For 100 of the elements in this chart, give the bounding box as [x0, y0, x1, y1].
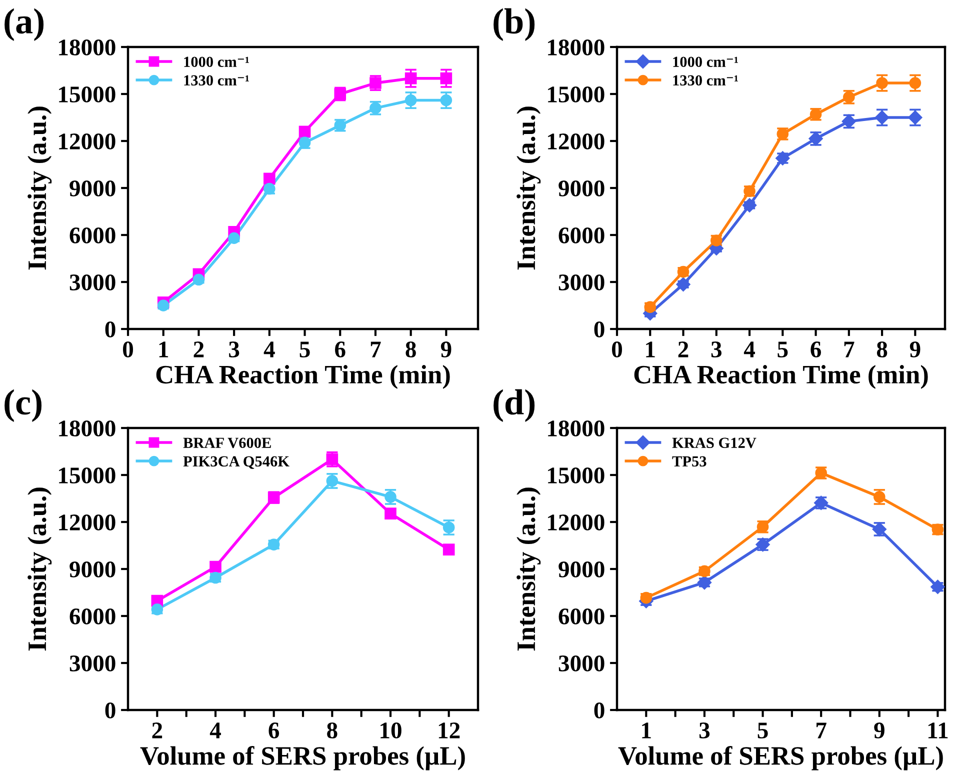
x-tick-label: 3: [229, 342, 240, 358]
point: [384, 508, 396, 520]
x-tick-label: 4: [264, 342, 275, 358]
point: [742, 198, 756, 212]
y-tick-label: 9000: [70, 561, 116, 578]
point: [909, 77, 922, 89]
x-tick-label: 4: [744, 342, 755, 358]
y-tick-label: 0: [594, 702, 604, 718]
y-tick-label: 18000: [59, 420, 116, 436]
x-tick-label: 5: [758, 722, 768, 738]
chart-title: (c): [4, 389, 42, 422]
y-tick-label: 18000: [59, 39, 116, 56]
x-tick-label: 8: [327, 722, 338, 738]
point: [151, 604, 164, 616]
point: [442, 544, 455, 556]
point: [192, 274, 205, 286]
point: [930, 580, 945, 594]
y-tick-label: 12000: [548, 133, 604, 150]
x-tick-label: 9: [910, 342, 920, 358]
y-axis-title: Intensity (a.u.): [516, 106, 541, 270]
x-axis-title: Volume of SERS probes (µL): [618, 746, 943, 770]
y-tick-label: 9000: [558, 561, 604, 578]
x-tick-label: 0: [122, 341, 134, 358]
y-tick-label: 3000: [558, 655, 604, 672]
point: [676, 277, 690, 292]
point: [157, 300, 170, 312]
x-tick-label: 11: [928, 722, 948, 738]
y-tick-label: 15000: [548, 86, 604, 102]
x-tick-label: 8: [406, 341, 416, 358]
y-tick-label: 6000: [70, 608, 116, 624]
y-tick-label: 15000: [59, 467, 116, 484]
y-tick-label: 6000: [558, 608, 604, 624]
legend-label: 1330 cm⁻¹: [673, 75, 738, 86]
point: [384, 491, 396, 503]
legend-label: BRAF V600E: [183, 438, 271, 448]
point: [404, 94, 417, 106]
legend-label: 1000 cm⁻¹: [184, 56, 249, 68]
point: [440, 94, 452, 106]
y-tick-label: 0: [594, 321, 604, 338]
point: [873, 491, 886, 503]
x-tick-label: 2: [678, 342, 688, 358]
y-tick-label: 12000: [59, 133, 116, 150]
y-axis-title: Intensity (a.u.): [516, 488, 541, 651]
y-tick-label: 3000: [558, 274, 604, 290]
x-tick-label: 1: [159, 342, 168, 358]
x-tick-label: 6: [268, 722, 280, 738]
x-tick-label: 5: [300, 342, 310, 358]
y-axis-title: Intensity (a.u.): [28, 488, 52, 651]
chart-title: (b): [494, 8, 535, 41]
x-tick-label: 6: [335, 342, 346, 358]
point: [210, 560, 222, 573]
point: [404, 72, 417, 84]
x-tick-label: 4: [210, 722, 221, 738]
x-tick-label: 12: [438, 722, 460, 738]
point: [876, 77, 888, 89]
x-axis-title: CHA Reaction Time (min): [156, 364, 450, 389]
y-tick-label: 6000: [70, 227, 116, 244]
chart-title: (a): [4, 8, 44, 41]
legend-label: TP53: [672, 456, 706, 467]
y-tick-label: 3000: [70, 655, 116, 672]
x-tick-label: 3: [699, 722, 710, 738]
x-tick-label: 6: [810, 342, 821, 358]
point: [264, 172, 276, 185]
x-tick-label: 2: [152, 722, 162, 738]
point: [440, 72, 452, 84]
y-tick-label: 9000: [70, 180, 116, 196]
y-tick-label: 12000: [59, 514, 116, 530]
legend-label: 1000 cm⁻¹: [673, 56, 738, 68]
x-tick-label: 2: [194, 342, 204, 358]
x-tick-label: 3: [711, 342, 722, 358]
point: [298, 126, 311, 138]
y-tick-label: 15000: [59, 86, 116, 102]
y-tick-label: 18000: [548, 39, 604, 56]
x-tick-label: 7: [370, 342, 381, 358]
y-tick-label: 0: [105, 321, 116, 338]
x-tick-label: 5: [778, 342, 788, 358]
x-tick-label: 8: [876, 341, 888, 358]
legend-label: KRAS G12V: [672, 438, 756, 448]
y-tick-label: 9000: [558, 180, 604, 196]
y-tick-label: 6000: [558, 227, 604, 244]
y-tick-label: 15000: [548, 467, 604, 484]
legend-label: PIK3CA Q546K: [183, 456, 290, 469]
x-tick-label: 0: [612, 341, 622, 358]
x-tick-label: 1: [646, 342, 655, 358]
chart-title: (d): [494, 389, 535, 422]
y-tick-label: 0: [105, 702, 116, 718]
x-tick-label: 1: [642, 722, 651, 738]
x-tick-label: 7: [844, 342, 854, 358]
y-tick-label: 12000: [548, 514, 604, 530]
x-tick-label: 9: [874, 722, 884, 738]
x-axis-title: Volume of SERS probes (µL): [140, 746, 465, 770]
x-tick-label: 10: [380, 722, 402, 738]
x-axis-title: CHA Reaction Time (min): [634, 364, 928, 389]
y-axis-title: Intensity (a.u.): [28, 106, 52, 270]
x-tick-label: 9: [440, 342, 452, 358]
y-tick-label: 18000: [548, 420, 604, 436]
point: [228, 232, 240, 244]
x-tick-label: 7: [816, 722, 826, 738]
legend-label: 1330 cm⁻¹: [184, 75, 249, 86]
y-tick-label: 3000: [70, 274, 116, 290]
